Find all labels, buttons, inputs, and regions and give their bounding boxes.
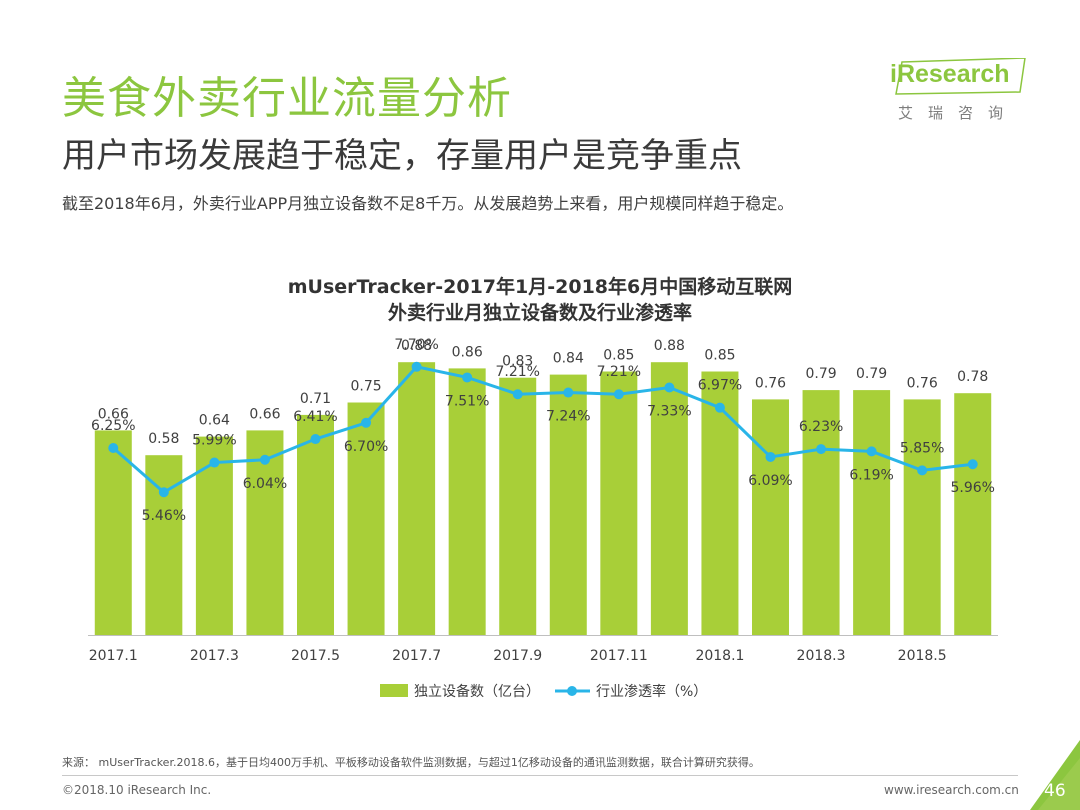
- bar-2017.10: [549, 374, 587, 635]
- corner-decoration: [1030, 740, 1080, 810]
- bar-value-label: 0.71: [300, 391, 331, 407]
- penetration-value-label: 7.21%: [495, 364, 539, 380]
- chart-title-line1: mUserTracker-2017年1月-2018年6月中国移动互联网: [287, 276, 793, 298]
- penetration-point-2017.4: [259, 454, 270, 465]
- bar-value-label: 0.79: [805, 366, 836, 382]
- penetration-value-label: 7.33%: [647, 404, 691, 420]
- bar-2017.12: [650, 362, 688, 635]
- penetration-value-label: 6.41%: [293, 409, 337, 425]
- penetration-value-label: 7.51%: [445, 393, 489, 409]
- bar-2017.11: [600, 371, 638, 635]
- penetration-point-2017.7: [411, 361, 422, 372]
- copyright-text: ©2018.10 iResearch Inc.: [62, 783, 212, 797]
- page-number: 46: [1044, 781, 1066, 801]
- penetration-point-2017.9: [512, 389, 523, 400]
- penetration-point-2017.5: [310, 434, 321, 445]
- chart-title-line2: 外卖行业月独立设备数及行业渗透率: [387, 302, 692, 324]
- logo-wordmark: iResearch: [890, 60, 1010, 88]
- bar-value-label: 0.76: [907, 375, 938, 391]
- website-url: www.iresearch.com.cn: [884, 783, 1019, 797]
- bar-value-label: 0.84: [553, 351, 584, 367]
- legend-bar-swatch: [380, 684, 408, 697]
- bar-2018.2: [752, 399, 789, 635]
- bar-2017.5: [297, 414, 334, 635]
- penetration-value-label: 6.70%: [344, 439, 388, 455]
- penetration-point-2018.5: [917, 465, 928, 476]
- penetration-point-2017.11: [613, 389, 624, 400]
- penetration-point-2018.2: [765, 451, 776, 462]
- bar-value-label: 0.75: [350, 379, 381, 395]
- penetration-point-2018.3: [816, 444, 827, 455]
- logo-subtitle: 艾瑞咨询: [898, 104, 1019, 122]
- penetration-value-label: 6.25%: [91, 418, 135, 434]
- bar-2018.5: [903, 399, 941, 635]
- penetration-point-2017.10: [563, 387, 574, 398]
- footer-divider: [62, 775, 1018, 776]
- penetration-value-label: 6.04%: [243, 476, 287, 492]
- bar-value-label: 0.76: [755, 375, 786, 391]
- x-tick-label: 2017.11: [590, 648, 648, 664]
- x-tick-label: 2017.7: [392, 648, 441, 664]
- x-tick-label: 2018.1: [695, 648, 744, 664]
- bar-2017.8: [448, 368, 486, 635]
- penetration-value-label: 6.19%: [849, 467, 893, 483]
- bar-value-label: 0.85: [704, 348, 735, 364]
- penetration-line: [112, 365, 973, 495]
- penetration-point-2018.1: [714, 402, 725, 413]
- x-tick-label: 2017.3: [190, 648, 239, 664]
- penetration-value-label: 7.21%: [597, 364, 641, 380]
- bar-value-label: 0.88: [654, 338, 685, 354]
- penetration-point-2017.2: [158, 487, 169, 498]
- page-title: 美食外卖行业流量分析: [62, 73, 512, 124]
- penetration-value-label: 7.24%: [546, 409, 590, 425]
- x-tick-label: 2017.5: [291, 648, 340, 664]
- source-note: 来源： mUserTracker.2018.6，基于日均400万手机、平板移动设…: [62, 756, 760, 769]
- bar-2018.3: [802, 390, 840, 635]
- x-tick-label: 2017.9: [493, 648, 542, 664]
- bar-value-label: 0.58: [148, 431, 179, 447]
- bar-value-label: 0.66: [98, 406, 129, 422]
- bar-value-label: 0.64: [199, 413, 230, 429]
- page-subtitle: 用户市场发展趋于稳定，存量用户是竞争重点: [62, 136, 742, 176]
- iresearch-logo: iResearch 艾瑞咨询: [890, 58, 1028, 124]
- penetration-point-2017.6: [361, 417, 372, 428]
- legend-line-marker: [567, 686, 577, 696]
- bar-value-label: 0.85: [603, 348, 634, 364]
- combo-chart: 0.66 0.58 0.64 0.66 0.71 0.75 0.88 0.86 0.83 0.84…: [88, 337, 998, 700]
- penetration-value-label: 5.46%: [142, 508, 186, 524]
- x-tick-label: 2017.1: [89, 648, 138, 664]
- bar-2018.6: [954, 393, 992, 635]
- penetration-value-label: 6.09%: [748, 473, 792, 489]
- penetration-point-2018.4: [866, 446, 877, 457]
- x-tick-label: 2018.3: [797, 648, 846, 664]
- legend-line-label: 行业渗透率（%）: [596, 683, 707, 700]
- bar-2017.1: [94, 430, 132, 635]
- bar-value-label: 0.79: [856, 366, 887, 382]
- logo-banner-shape: [895, 58, 1026, 95]
- penetration-value-label: 6.97%: [698, 378, 742, 394]
- x-tick-label: 2018.5: [898, 648, 947, 664]
- bar-2017.9: [499, 377, 537, 635]
- bar-2017.7: [398, 362, 436, 635]
- penetration-point-2018.6: [967, 459, 978, 470]
- penetration-point-2017.12: [664, 382, 675, 393]
- bar-2017.6: [347, 402, 385, 635]
- penetration-value-label: 7.70%: [394, 337, 438, 353]
- penetration-point-2017.3: [209, 457, 220, 468]
- bar-value-label: 0.88: [401, 338, 432, 354]
- penetration-value-label: 5.85%: [900, 440, 944, 456]
- bar-value-label: 0.66: [249, 406, 280, 422]
- bar-2018.1: [701, 371, 739, 635]
- penetration-point-2017.1: [108, 443, 119, 453]
- bar-value-label: 0.78: [957, 369, 988, 385]
- penetration-value-label: 5.99%: [192, 433, 236, 449]
- bar-value-label: 0.83: [502, 354, 533, 370]
- penetration-value-label: 5.96%: [950, 480, 994, 496]
- penetration-point-2017.8: [462, 372, 473, 383]
- legend-bar-label: 独立设备数（亿台）: [414, 683, 540, 700]
- penetration-value-label: 6.23%: [799, 419, 843, 435]
- page-description: 截至2018年6月，外卖行业APP月独立设备数不足8千万。从发展趋势上来看，用户…: [62, 194, 794, 213]
- bar-2018.4: [853, 390, 891, 635]
- bar-value-label: 0.86: [452, 344, 483, 360]
